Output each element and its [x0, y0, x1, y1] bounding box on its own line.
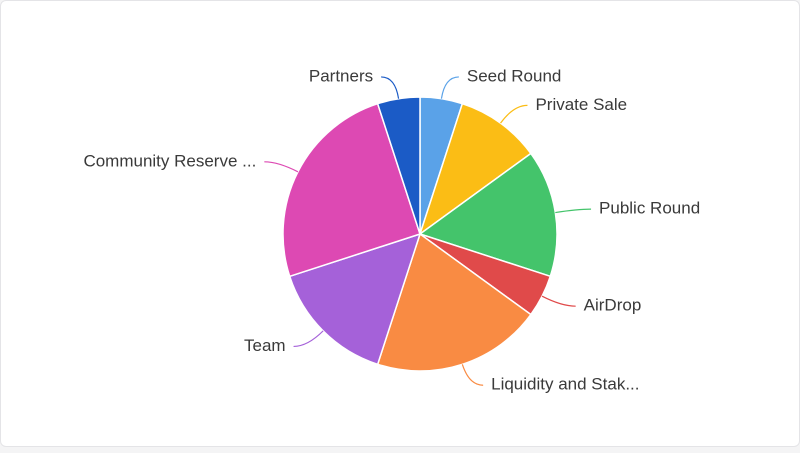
pie-slice: [418, 102, 532, 236]
leader-line: [264, 161, 299, 173]
leader-line: [461, 364, 484, 386]
slice-label: Seed Round: [467, 66, 562, 85]
leader-line: [381, 76, 400, 99]
leader-line: [440, 76, 459, 99]
slice-label: Public Round: [599, 199, 700, 218]
slice-label: Community Reserve ...: [83, 151, 256, 170]
slice-label: Private Sale: [535, 95, 627, 114]
leader-line: [541, 295, 576, 307]
leader-line: [555, 208, 592, 214]
leader-line: [293, 330, 324, 348]
slice-label: AirDrop: [584, 296, 642, 315]
slice-label: Partners: [309, 66, 373, 85]
slice-label: Liquidity and Stak...: [491, 375, 639, 394]
pie-slice: [376, 96, 421, 235]
leader-line: [500, 104, 528, 124]
slice-label: Team: [244, 336, 286, 355]
pie-slice: [282, 102, 421, 278]
